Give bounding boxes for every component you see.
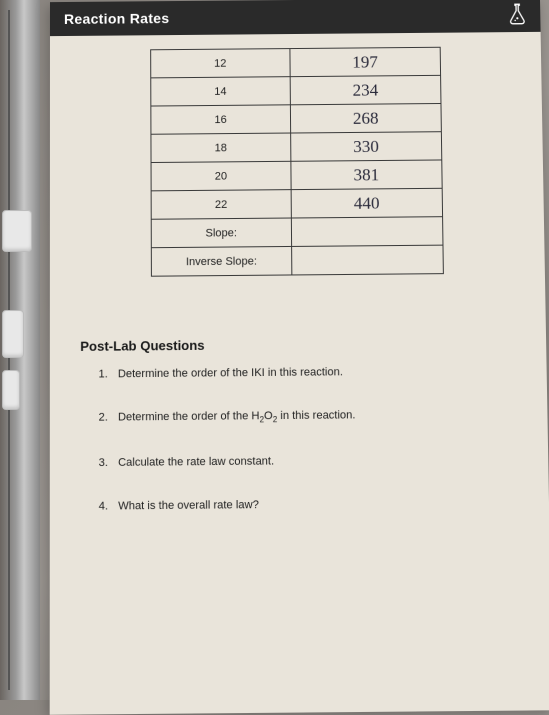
- keyboard-key: [2, 310, 24, 358]
- banner-title: Reaction Rates: [64, 10, 169, 27]
- cell-left: 18: [151, 133, 291, 162]
- question-number: 2.: [99, 411, 115, 424]
- question-1: 1. Determine the order of the IKI in thi…: [98, 365, 516, 381]
- table-row: 12 197: [151, 47, 441, 78]
- cell-right: 330: [290, 132, 441, 162]
- cell-right: 268: [290, 103, 441, 133]
- table-row: 22 440: [151, 188, 442, 219]
- question-4: 4. What is the overall rate law?: [99, 497, 519, 513]
- question-number: 3.: [99, 457, 115, 470]
- question-number: 4.: [99, 500, 115, 513]
- question-text-suffix: in this reaction.: [277, 409, 355, 422]
- cell-left: 16: [151, 105, 291, 134]
- content-area: 12 197 14 234 16 268 18 330 20 381 22 44…: [50, 32, 549, 565]
- keyboard-key: [2, 370, 20, 410]
- table-row: 16 268: [151, 103, 442, 134]
- cell-left: 12: [151, 49, 290, 78]
- data-table: 12 197 14 234 16 268 18 330 20 381 22 44…: [150, 47, 444, 277]
- cell-left: 22: [151, 190, 291, 220]
- inverse-slope-value: [291, 245, 443, 275]
- question-text-prefix: Determine the order of the H: [118, 410, 260, 424]
- cell-right: 234: [290, 75, 441, 104]
- postlab-section: Post-Lab Questions 1. Determine the orde…: [80, 335, 518, 513]
- cell-right: 197: [290, 47, 441, 76]
- keyboard-key: [2, 210, 32, 252]
- question-2: 2. Determine the order of the H2O2 in th…: [99, 408, 518, 426]
- inverse-slope-label: Inverse Slope:: [151, 246, 291, 276]
- table-row: Slope:: [151, 217, 443, 248]
- table-row: 14 234: [151, 75, 441, 106]
- question-text: What is the overall rate law?: [118, 499, 259, 513]
- table-row: 18 330: [151, 132, 442, 163]
- cell-left: 20: [151, 161, 291, 191]
- banner: Reaction Rates: [50, 0, 541, 36]
- worksheet-paper: Reaction Rates 12 197 14 234 16 268 18 3…: [50, 0, 549, 715]
- cell-right: 440: [291, 188, 443, 218]
- slope-label: Slope:: [151, 218, 291, 248]
- table-row: 20 381: [151, 160, 442, 191]
- question-3: 3. Calculate the rate law constant.: [99, 453, 518, 469]
- question-text: Calculate the rate law constant.: [118, 455, 274, 469]
- slope-value: [291, 217, 443, 247]
- flask-icon: [504, 2, 530, 28]
- postlab-heading: Post-Lab Questions: [80, 335, 516, 354]
- cell-left: 14: [151, 77, 290, 106]
- cell-right: 381: [291, 160, 443, 190]
- table-row: Inverse Slope:: [151, 245, 443, 276]
- question-text: Determine the order of the IKI in this r…: [118, 366, 343, 380]
- question-number: 1.: [98, 368, 114, 380]
